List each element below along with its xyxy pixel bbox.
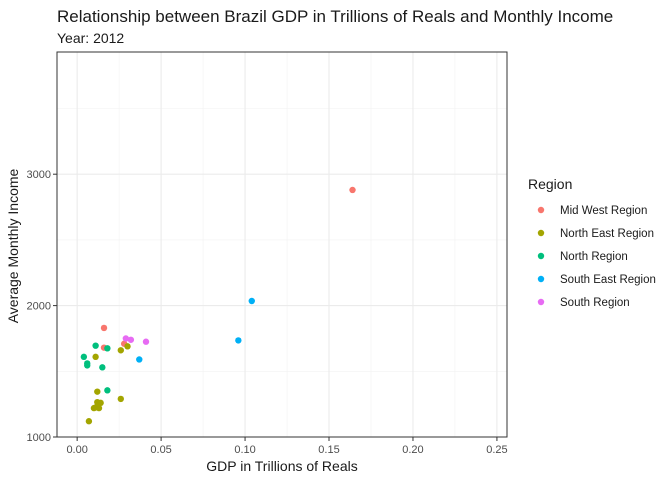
grid-minor — [57, 52, 507, 437]
x-tick-label: 0.10 — [234, 444, 255, 456]
grid-major — [57, 52, 507, 438]
point-south-region — [127, 336, 135, 343]
point-north-region — [92, 342, 99, 349]
point-mid-west-region — [349, 186, 356, 194]
legend: Region Mid West Region North East Region N… — [528, 176, 656, 309]
point-south-east-region — [235, 337, 242, 344]
y-tick-label: 1000 — [27, 432, 51, 444]
point-south-region — [122, 335, 130, 342]
point-north-region — [80, 353, 88, 361]
point-south-east-region — [248, 297, 255, 305]
panel-border — [56, 51, 508, 438]
point-north-east-region — [92, 353, 99, 361]
legend-key — [537, 252, 545, 260]
point-south-region — [142, 338, 150, 345]
x-axis-title: GDP in Trillions of Reals — [206, 458, 357, 474]
x-axis-ticks: 0.00 0.05 0.10 0.15 0.20 0.25 — [66, 437, 508, 456]
point-north-region — [99, 364, 106, 371]
legend-label: Mid West Region — [560, 205, 647, 217]
chart-title: Relationship between Brazil GDP in Trill… — [57, 7, 613, 26]
point-north-region — [104, 387, 111, 394]
legend-title: Region — [528, 176, 572, 192]
x-tick-label: 0.05 — [150, 444, 171, 456]
legend-key — [537, 275, 545, 283]
point-north-east-region — [117, 395, 125, 403]
x-tick-label: 0.25 — [486, 444, 507, 456]
legend-label: South East Region — [560, 274, 656, 286]
data-points — [80, 186, 356, 425]
point-north-east-region — [85, 418, 93, 425]
y-tick-label: 2000 — [27, 301, 51, 313]
point-north-region — [104, 345, 111, 352]
legend-key — [537, 206, 545, 214]
x-tick-label: 0.15 — [318, 444, 339, 456]
legend-items: Mid West Region North East Region North Re… — [537, 205, 656, 309]
point-south-east-region — [136, 356, 143, 363]
point-north-east-region — [97, 399, 104, 407]
x-tick-label: 0.20 — [402, 444, 423, 456]
y-axis-ticks: 1000 2000 3000 — [27, 169, 57, 444]
x-tick-label: 0.00 — [66, 444, 87, 456]
legend-label: North East Region — [560, 228, 654, 240]
point-north-region — [84, 362, 91, 369]
point-north-east-region — [124, 343, 131, 350]
point-north-east-region — [94, 388, 101, 395]
legend-label: South Region — [560, 297, 630, 309]
legend-label: North Region — [560, 251, 628, 263]
legend-key — [537, 229, 545, 237]
y-tick-label: 3000 — [27, 169, 51, 181]
point-north-east-region — [117, 347, 125, 354]
y-axis-title: Average Monthly Income — [5, 168, 21, 323]
legend-key — [537, 298, 545, 306]
chart-subtitle: Year: 2012 — [57, 30, 124, 46]
point-mid-west-region — [100, 324, 108, 332]
point-north-east-region — [95, 404, 103, 412]
